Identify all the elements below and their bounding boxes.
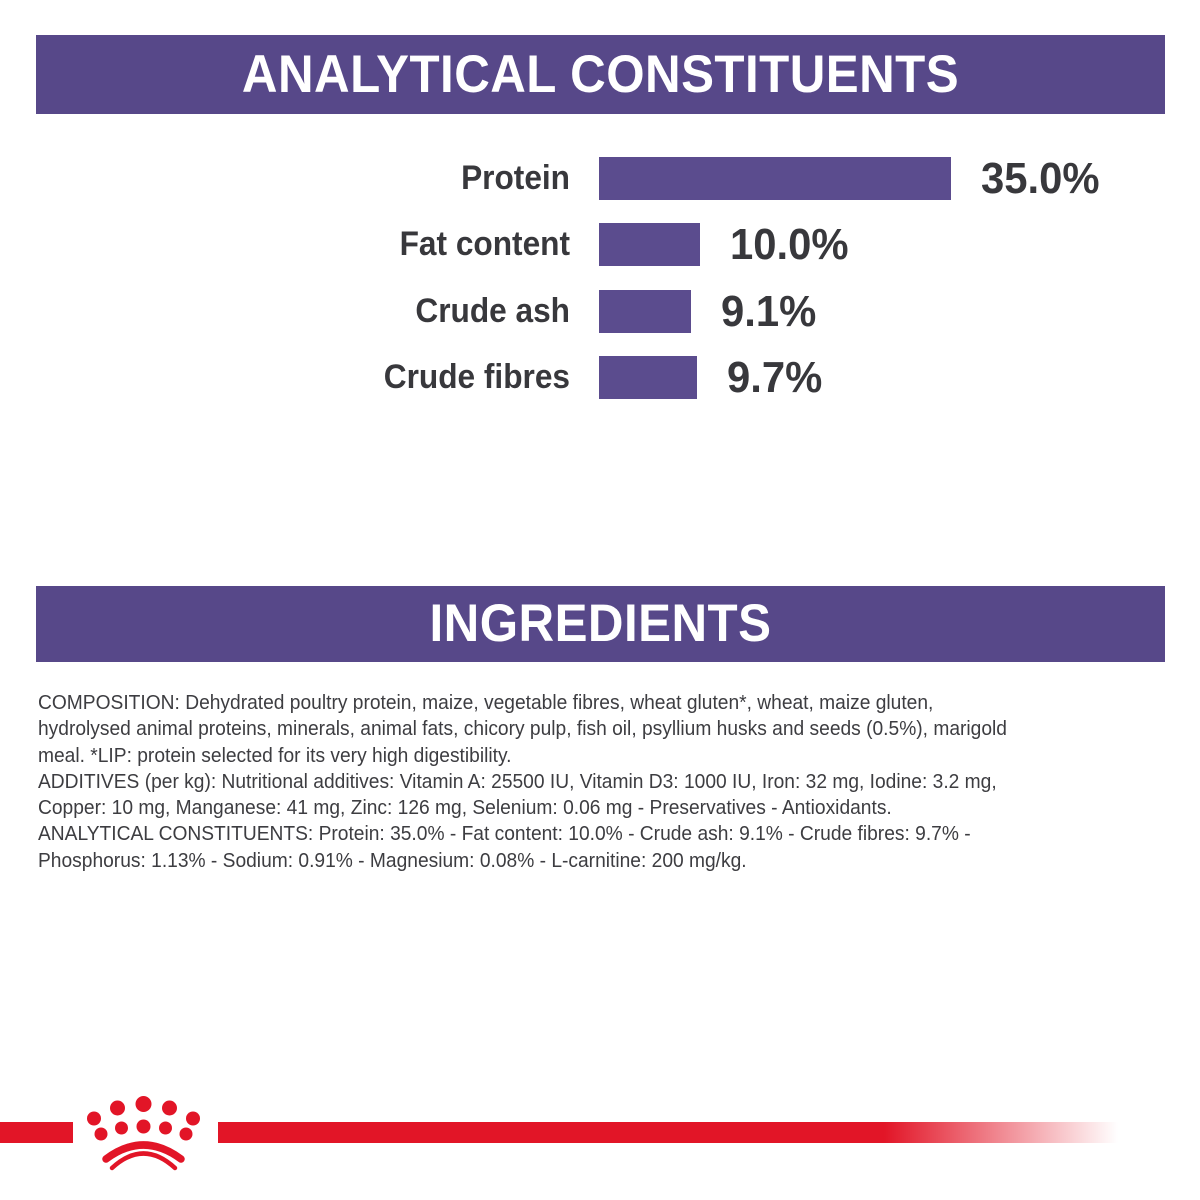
ingredients-text-line: ADDITIVES (per kg): Nutritional additive… xyxy=(38,770,997,793)
footer-divider-left xyxy=(0,1122,73,1143)
chart-category-label: Crude fibres xyxy=(383,358,570,396)
chart-bar xyxy=(599,223,700,266)
chart-value-label: 35.0% xyxy=(981,153,1100,203)
chart-value-label: 9.7% xyxy=(727,353,823,402)
footer-divider-right xyxy=(218,1122,1118,1143)
analytical-constituents-banner: ANALYTICAL CONSTITUENTS xyxy=(36,35,1165,114)
ingredients-text-line: ANALYTICAL CONSTITUENTS: Protein: 35.0% … xyxy=(38,823,971,846)
chart-value-label: 10.0% xyxy=(730,220,849,269)
ingredients-banner: INGREDIENTS xyxy=(36,586,1165,662)
chart-bar xyxy=(599,356,697,399)
chart-category-label: Protein xyxy=(461,158,570,197)
ingredients-text: COMPOSITION: Dehydrated poultry protein,… xyxy=(38,690,1171,874)
ingredients-text-line: hydrolysed animal proteins, minerals, an… xyxy=(38,718,1007,741)
chart-value-label: 9.1% xyxy=(721,286,817,336)
ingredients-text-line: Copper: 10 mg, Manganese: 41 mg, Zinc: 1… xyxy=(38,797,892,820)
chart-category-label: Crude ash xyxy=(415,291,570,330)
chart-category-label: Fat content xyxy=(399,225,570,263)
chart-bar xyxy=(599,289,691,333)
ingredients-text-line: Phosphorus: 1.13% - Sodium: 0.91% - Magn… xyxy=(38,849,747,872)
ingredients-text-line: COMPOSITION: Dehydrated poultry protein,… xyxy=(38,692,934,714)
ingredients-title: INGREDIENTS xyxy=(429,594,772,653)
ingredients-text-line: meal. *LIP: protein selected for its ver… xyxy=(38,744,512,767)
royal-canin-crown-icon xyxy=(87,1096,200,1171)
analytical-constituents-title: ANALYTICAL CONSTITUENTS xyxy=(241,45,960,104)
chart-bar xyxy=(599,156,951,200)
